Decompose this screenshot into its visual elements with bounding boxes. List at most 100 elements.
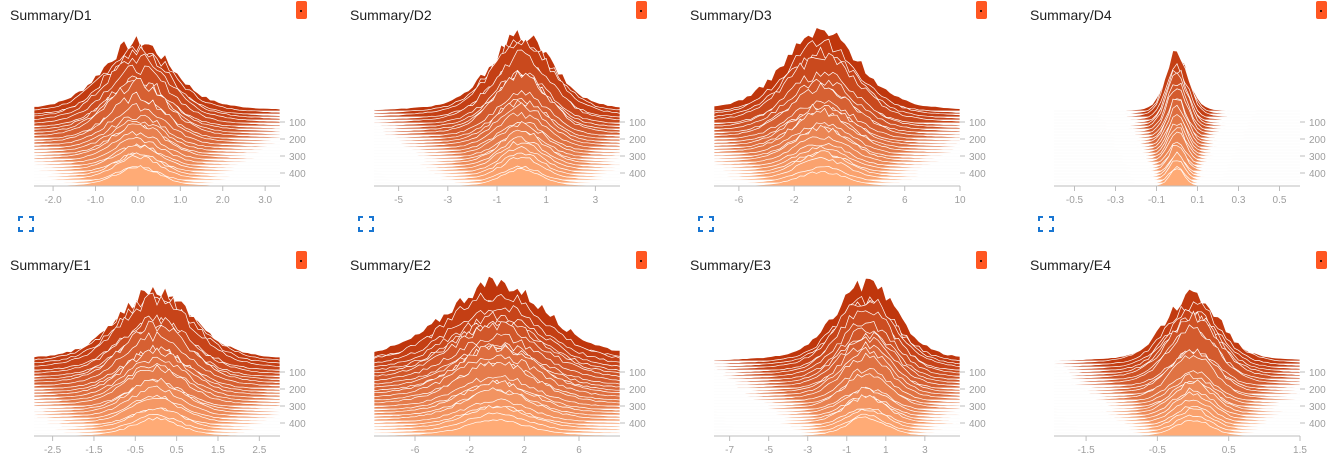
step-tick-label: 400 [629, 169, 646, 180]
panel-title: Summary/D3 [690, 7, 772, 23]
ridge-line [373, 136, 621, 169]
step-tick-label: 300 [289, 152, 306, 163]
settings-badge-icon[interactable] [1316, 1, 1327, 19]
ridge-line [374, 156, 621, 181]
dot-icon [300, 260, 302, 262]
x-tick-label: -1 [842, 445, 851, 456]
step-tick-label: 200 [629, 135, 646, 146]
x-tick-label: -1.5 [85, 445, 103, 456]
histogram-panel-d3: Summary/D3 -6 -2 2 6 10 100 200 300 400 [680, 0, 1020, 250]
expand-icon[interactable] [358, 216, 374, 232]
expand-icon[interactable] [698, 216, 714, 232]
histogram-plot: -7 -5 -3 -1 1 3 100 200 300 400 [713, 277, 986, 456]
step-tick-label: 300 [629, 152, 646, 163]
x-tick-label: 3 [922, 445, 928, 456]
step-tick-label: 200 [1309, 385, 1326, 396]
ridge-line [1054, 414, 1301, 434]
ridge-line [1054, 407, 1301, 431]
panel-title: Summary/E3 [690, 257, 771, 273]
x-tick-label: -5 [394, 195, 403, 206]
settings-badge-icon[interactable] [296, 1, 307, 19]
x-tick-label: -2 [465, 445, 474, 456]
step-tick-label: 200 [289, 135, 306, 146]
step-tick-label: 100 [1309, 118, 1326, 129]
dot-icon [980, 260, 982, 262]
settings-badge-icon[interactable] [976, 251, 987, 269]
x-tick-label: 3 [593, 195, 599, 206]
step-tick-label: 200 [969, 135, 986, 146]
x-tick-label: -1.0 [87, 195, 105, 206]
step-tick-label: 100 [969, 118, 986, 129]
step-tick-label: 200 [969, 385, 986, 396]
expand-icon[interactable] [1038, 216, 1054, 232]
settings-badge-icon[interactable] [636, 251, 647, 269]
x-tick-label: 1.5 [1293, 445, 1307, 456]
x-tick-label: -7 [725, 445, 734, 456]
histogram-panel-e4: Summary/E4 -1.5 -0.5 0.5 1.5 100 200 300 400 [1020, 250, 1333, 461]
panel-title: Summary/D2 [350, 7, 432, 23]
step-tick-label: 100 [969, 368, 986, 379]
ridge-line [373, 129, 621, 166]
x-tick-label: 3.0 [258, 195, 272, 206]
dot-icon [640, 10, 642, 12]
x-tick-label: 0.5 [1222, 445, 1236, 456]
panel-title: Summary/D1 [10, 7, 92, 23]
step-tick-label: 300 [969, 152, 986, 163]
ridge-line [713, 373, 961, 410]
step-tick-label: 100 [289, 368, 306, 379]
step-tick-label: 400 [289, 169, 306, 180]
x-tick-label: 1.5 [211, 445, 225, 456]
x-tick-label: -6 [411, 445, 420, 456]
histogram-panel-d1: Summary/D1 -2.0 -1.0 0.0 1.0 2.0 3.0 100 200 300… [0, 0, 340, 250]
step-tick-label: 100 [1309, 368, 1326, 379]
x-tick-label: -0.5 [127, 445, 145, 456]
settings-badge-icon[interactable] [296, 251, 307, 269]
ridge-line [1054, 399, 1301, 425]
x-tick-label: 6 [902, 195, 908, 206]
ridge-line [373, 140, 621, 172]
expand-icon[interactable] [18, 216, 34, 232]
step-tick-label: 200 [1309, 135, 1326, 146]
panel-title: Summary/E2 [350, 257, 431, 273]
step-tick-label: 300 [629, 402, 646, 413]
histogram-panel-e1: Summary/E1 -2.5 -1.5 -0.5 0.5 1.5 2.5 100 200 30… [0, 250, 340, 461]
step-tick-label: 400 [629, 419, 646, 430]
histogram-panel-d2: Summary/D2 -5 -3 -1 1 3 100 200 300 400 [340, 0, 680, 250]
settings-badge-icon[interactable] [636, 1, 647, 19]
x-tick-label: -2 [790, 195, 799, 206]
settings-badge-icon[interactable] [976, 1, 987, 19]
x-tick-label: 0.5 [170, 445, 184, 456]
step-tick-label: 100 [289, 118, 306, 129]
dot-icon [980, 10, 982, 12]
histogram-plot: -2.0 -1.0 0.0 1.0 2.0 3.0 100 200 300 400 [33, 34, 306, 206]
x-tick-label: -5 [764, 445, 773, 456]
ridge-line [714, 408, 961, 428]
step-tick-label: 400 [1309, 419, 1326, 430]
ridge-line [1053, 379, 1301, 416]
histogram-panel-e2: Summary/E2 -6 -2 2 6 100 200 300 400 [340, 250, 680, 461]
x-tick-label: 2.0 [216, 195, 230, 206]
step-tick-label: 300 [969, 402, 986, 413]
x-tick-label: 0.1 [1191, 195, 1205, 206]
x-tick-label: -0.3 [1107, 195, 1125, 206]
ridge-line [714, 408, 961, 431]
panel-title: Summary/E1 [10, 257, 91, 273]
x-tick-label: -0.5 [1066, 195, 1084, 206]
step-tick-label: 400 [289, 419, 306, 430]
ridge-line [373, 121, 621, 157]
ridge-line [714, 394, 961, 425]
ridge-line [1053, 355, 1301, 401]
histogram-panel-e3: Summary/E3 -7 -5 -3 -1 1 3 100 200 300 400 [680, 250, 1020, 461]
dot-icon [300, 10, 302, 12]
ridge-line [1053, 324, 1301, 386]
step-tick-label: 400 [1309, 169, 1326, 180]
ridge-line [33, 144, 281, 172]
step-tick-label: 100 [629, 118, 646, 129]
x-tick-label: 2 [847, 195, 853, 206]
dot-icon [640, 260, 642, 262]
histogram-plot: -5 -3 -1 1 3 100 200 300 400 [373, 28, 646, 206]
step-tick-label: 300 [1309, 152, 1326, 163]
histogram-panel-d4: Summary/D4 -0.5 -0.3 -0.1 0.1 0.3 0.5 100 200 30… [1020, 0, 1333, 250]
ridge-line [713, 386, 961, 416]
settings-badge-icon[interactable] [1316, 251, 1327, 269]
